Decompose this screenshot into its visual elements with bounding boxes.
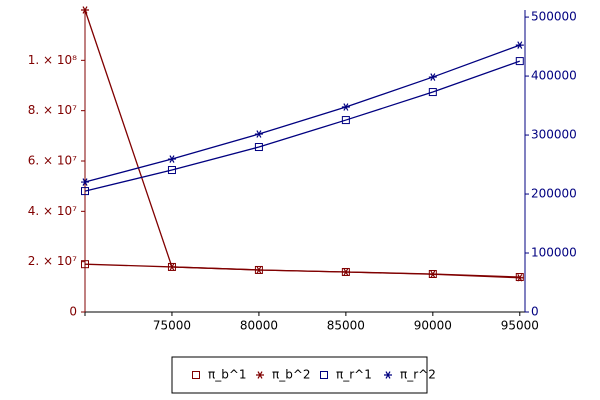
marker <box>341 268 350 276</box>
marker <box>167 166 176 175</box>
y-tick-label: 0 <box>69 305 77 319</box>
marker <box>256 371 264 379</box>
x-tick-label: 85000 <box>327 319 365 333</box>
x-tick-label: 95000 <box>501 319 539 333</box>
marker <box>428 73 437 81</box>
marker <box>167 263 176 271</box>
marker <box>515 274 524 282</box>
marker <box>428 270 437 279</box>
series-line <box>84 9 520 279</box>
y2-tick-label: 200000 <box>531 187 577 201</box>
y2-tick-label: 100000 <box>531 246 577 260</box>
marker <box>81 6 89 14</box>
marker <box>428 88 437 97</box>
legend-label: π_b^1 <box>208 368 247 382</box>
x-tick-label: 80000 <box>240 319 278 333</box>
marker <box>254 130 263 138</box>
series-line <box>84 60 521 192</box>
marker <box>254 143 263 152</box>
legend-label: π_r^1 <box>336 368 372 382</box>
y-tick-label: 1. × 10⁸ <box>28 53 77 67</box>
x-tick-label: 75000 <box>153 319 191 333</box>
marker <box>81 178 89 186</box>
x-tick-label: 90000 <box>414 319 452 333</box>
marker <box>192 371 200 379</box>
marker <box>320 371 328 379</box>
y2-tick-label: 500000 <box>531 10 577 24</box>
marker <box>341 116 350 125</box>
marker <box>384 371 392 379</box>
y2-tick-label: 0 <box>531 305 539 319</box>
legend-label: π_r^2 <box>400 368 436 382</box>
marker <box>341 103 350 111</box>
y-tick-label: 4. × 10⁷ <box>28 204 77 218</box>
marker <box>515 41 524 49</box>
y-tick-label: 6. × 10⁷ <box>28 154 77 168</box>
marker <box>254 266 263 274</box>
marker <box>167 155 176 163</box>
y-tick-label: 8. × 10⁷ <box>28 103 77 117</box>
marker <box>81 187 89 196</box>
y2-tick-label: 300000 <box>531 128 577 142</box>
series-line <box>84 44 521 183</box>
marker <box>81 260 89 269</box>
y2-tick-label: 400000 <box>531 69 577 83</box>
legend-label: π_b^2 <box>272 368 311 382</box>
marker <box>515 57 524 66</box>
y-tick-label: 2. × 10⁷ <box>28 254 77 268</box>
